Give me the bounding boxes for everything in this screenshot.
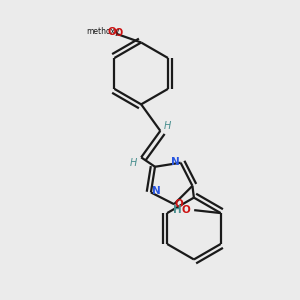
Text: H: H	[130, 158, 137, 168]
Text: H: H	[164, 121, 171, 130]
Text: O: O	[115, 28, 123, 38]
Text: N: N	[171, 157, 180, 166]
Text: N: N	[152, 186, 161, 196]
Text: O: O	[175, 199, 184, 209]
Text: O: O	[182, 205, 190, 214]
Text: methoxy: methoxy	[86, 27, 120, 36]
Text: H: H	[173, 205, 182, 214]
Text: O: O	[107, 27, 116, 37]
